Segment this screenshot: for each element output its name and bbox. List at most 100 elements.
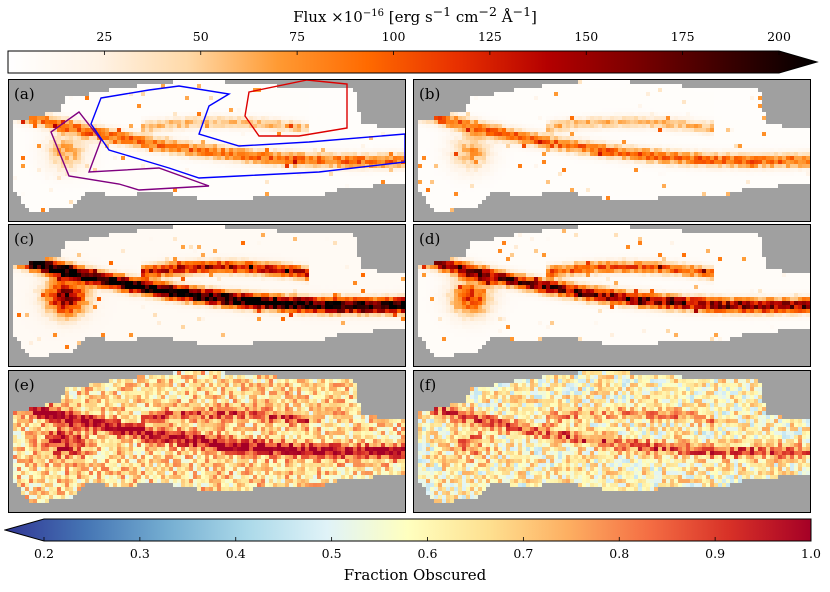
heatmap-cell [313,128,317,132]
heatmap-cell [502,140,506,144]
heatmap-cell [502,132,506,136]
heatmap-cell [321,184,325,188]
heatmap-cell [253,192,257,196]
heatmap-cell [185,100,189,104]
heatmap-cell [510,144,514,148]
heatmap-cell [422,144,426,148]
heatmap-cell [754,108,758,112]
heatmap-cell [33,172,37,176]
heatmap-cell [682,192,686,196]
heatmap-cell [682,92,686,96]
heatmap-cell [662,140,666,144]
heatmap-cell [730,132,734,136]
heatmap-cell [558,136,562,140]
heatmap-cell [654,96,658,100]
heatmap-cell [57,196,61,200]
heatmap-cell [273,136,277,140]
heatmap-cell [45,160,49,164]
heatmap-cell [674,176,678,180]
heatmap-cell [145,100,149,104]
heatmap-cell [169,88,173,92]
heatmap-cell [630,184,634,188]
heatmap-cell [225,164,229,168]
heatmap-cell [526,192,530,196]
heatmap-cell [197,84,201,88]
heatmap-cell [554,104,558,108]
heatmap-cell [702,164,706,168]
heatmap-cell [774,184,778,188]
heatmap-cell [141,108,145,112]
heatmap-cell [325,104,329,108]
heatmap-cell [189,132,193,136]
heatmap-cell [558,112,562,116]
heatmap-cell [317,160,321,164]
heatmap-cell [69,188,73,192]
heatmap-cell [602,132,606,136]
heatmap-cell [730,112,734,116]
heatmap-cell [197,225,201,229]
heatmap-cell [61,184,65,188]
heatmap-cell [333,96,337,100]
heatmap-cell [61,152,65,156]
heatmap-cell [217,180,221,184]
heatmap-cell [522,104,526,108]
heatmap-cell [253,120,257,124]
heatmap-cell [181,172,185,176]
heatmap-cell [750,104,754,108]
heatmap-cell [734,96,738,100]
heatmap-cell [261,132,265,136]
heatmap-cell [53,184,57,188]
heatmap-cell [213,225,217,229]
heatmap-cell [189,180,193,184]
heatmap-cell [662,132,666,136]
heatmap-cell [730,124,734,128]
heatmap-cell [422,184,426,188]
heatmap-cell [454,156,458,160]
heatmap-cell [638,96,642,100]
heatmap-cell [702,88,706,92]
heatmap-cell [73,196,77,200]
heatmap-cell [53,144,57,148]
heatmap-cell [422,176,426,180]
heatmap-cell [309,128,313,132]
heatmap-cell [642,100,646,104]
heatmap-cell [594,96,598,100]
heatmap-cell [514,164,518,168]
heatmap-cell [694,120,698,124]
heatmap-cell [630,124,634,128]
heatmap-cell [646,180,650,184]
heatmap-cell [706,92,710,96]
heatmap-cell [714,180,718,184]
heatmap-cell [33,140,37,144]
heatmap-cell [722,136,726,140]
heatmap-cell [129,144,133,148]
heatmap-cell [213,180,217,184]
heatmap-cell [369,124,373,128]
heatmap-cell [237,84,241,88]
heatmap-cell [241,192,245,196]
heatmap-cell [574,132,578,136]
heatmap-cell [157,164,161,168]
heatmap-cell [770,128,774,132]
heatmap-cell [534,92,538,96]
heatmap-cell [626,184,630,188]
heatmap-cell [13,168,17,172]
heatmap-cell [590,184,594,188]
panel-a-label: (a) [14,85,35,103]
heatmap-cell [253,132,257,136]
heatmap-cell [105,152,109,156]
heatmap-cell [389,156,393,160]
heatmap-cell [129,92,133,96]
heatmap-cell [161,108,165,112]
heatmap-cell [281,108,285,112]
heatmap-cell [301,128,305,132]
heatmap-cell [642,172,646,176]
heatmap-cell [205,112,209,116]
heatmap-cell [450,176,454,180]
heatmap-cell [45,196,49,200]
heatmap-cell [614,172,618,176]
heatmap-cell [397,156,401,160]
heatmap-cell [686,120,690,124]
heatmap-cell [686,184,690,188]
heatmap-cell [73,104,77,108]
